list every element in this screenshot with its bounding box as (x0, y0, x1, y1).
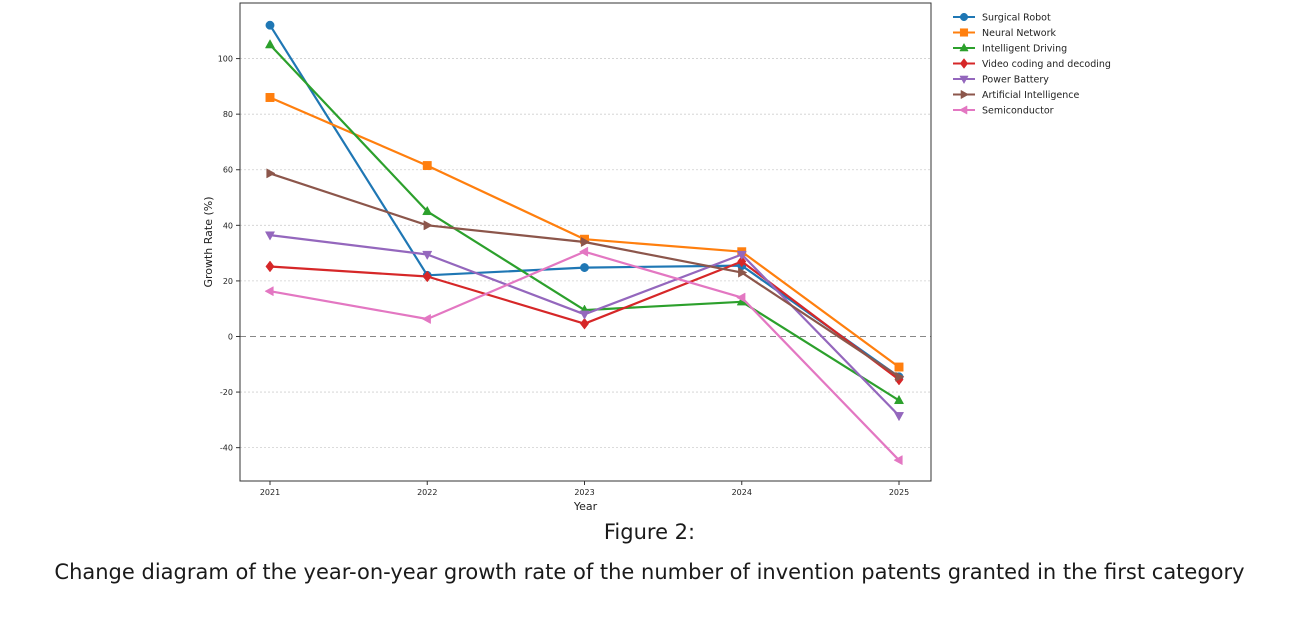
data-point (894, 362, 904, 372)
y-tick-label: 20 (223, 277, 233, 286)
x-tick-label: 2021 (260, 488, 280, 497)
data-point (422, 250, 433, 261)
data-point (738, 267, 748, 278)
plot-frame (239, 2, 932, 482)
y-axis-label: Growth Rate (%) (202, 196, 215, 287)
x-tick-label: 2024 (732, 488, 752, 497)
data-point (893, 455, 903, 466)
series-semiconductor (264, 246, 903, 466)
legend-label: Semiconductor (982, 106, 1054, 117)
data-point (580, 263, 589, 273)
data-point (895, 371, 905, 382)
series-intelligent-driving (264, 39, 905, 405)
legend-marker (959, 12, 969, 22)
y-tick-label: -40 (220, 444, 233, 453)
series-artificial-intelligence (266, 168, 905, 382)
legend-entry: Artificial Intelligence (953, 89, 1080, 101)
legend-entry: Surgical Robot (953, 13, 1051, 24)
data-point (422, 205, 433, 216)
data-point (264, 39, 276, 49)
series-line (269, 172, 900, 378)
data-point (421, 313, 431, 325)
data-point (423, 220, 433, 231)
legend-entry: Power Battery (953, 75, 1049, 86)
y-tick-label: -20 (220, 388, 233, 397)
data-point (893, 412, 905, 422)
y-tick-label: 60 (223, 166, 233, 175)
data-point (265, 20, 275, 30)
data-point (422, 161, 432, 171)
figure-caption: Change diagram of the year-on-year growt… (54, 560, 1245, 584)
figure-label: Figure 2: (603, 520, 696, 544)
legend-label: Intelligent Driving (982, 44, 1067, 55)
series-line (269, 43, 900, 402)
legend-label: Neural Network (982, 28, 1057, 39)
data-point (265, 93, 275, 102)
data-point (893, 394, 905, 405)
axes (239, 2, 932, 482)
legend-label: Surgical Robot (982, 13, 1051, 24)
data-point (580, 236, 591, 248)
x-tick-label: 2025 (889, 488, 909, 497)
legend-marker (959, 42, 969, 52)
data-point (579, 317, 590, 330)
legend-label: Power Battery (982, 75, 1049, 86)
data-point (422, 270, 432, 283)
x-tick-label: 2023 (574, 488, 594, 497)
y-tick-label: 0 (228, 332, 233, 341)
data-series (264, 20, 905, 466)
legend-label: Video coding and decoding (982, 59, 1111, 70)
legend-marker (959, 75, 969, 85)
legend-marker (959, 28, 969, 37)
data-point (264, 286, 274, 297)
data-point (266, 168, 276, 179)
legend-marker (960, 89, 970, 100)
legend-entry: Semiconductor (953, 105, 1054, 117)
series-line (269, 250, 900, 461)
data-point (579, 310, 590, 320)
axis-ticks: -40 -20 0 20 40 60 80 100 2021 2022 2023 2024 2025 (218, 55, 909, 497)
y-tick-label: 80 (223, 110, 233, 119)
legend-marker (959, 58, 969, 69)
legend-entry: Neural Network (953, 28, 1057, 39)
data-point (737, 255, 747, 268)
data-point (736, 292, 746, 303)
grid-lines (240, 58, 931, 449)
legend: Surgical Robot Neural Network Intelligent … (953, 13, 1111, 117)
data-point (736, 250, 747, 261)
x-axis-label: Year (573, 500, 598, 513)
y-tick-label: 100 (218, 55, 233, 64)
legend-marker (958, 105, 968, 115)
legend-entry: Intelligent Driving (953, 42, 1067, 55)
data-point (578, 246, 589, 257)
legend-label: Artificial Intelligence (982, 90, 1080, 101)
data-point (264, 231, 276, 241)
legend-entry: Video coding and decoding (953, 58, 1111, 70)
data-point (265, 260, 275, 273)
y-tick-label: 40 (223, 221, 233, 230)
x-tick-label: 2022 (417, 488, 437, 497)
